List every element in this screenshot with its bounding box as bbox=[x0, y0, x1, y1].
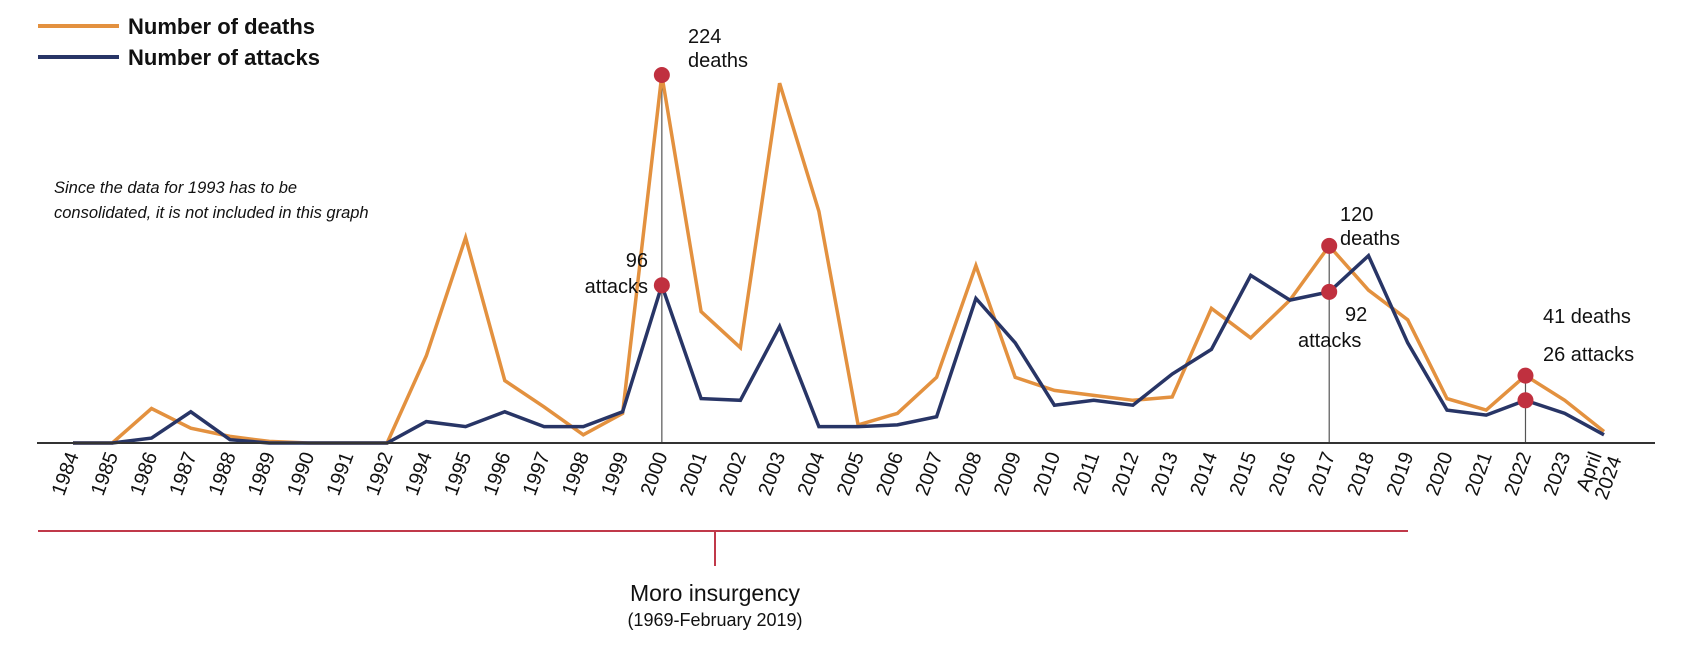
annotation-2000-deaths-unit: deaths bbox=[688, 50, 748, 72]
x-tick-label: 1996 bbox=[480, 449, 516, 498]
x-tick-label: 2011 bbox=[1069, 449, 1104, 497]
x-tick-label: April2024 bbox=[1572, 446, 1627, 502]
series-line-attacks bbox=[73, 252, 1605, 445]
annotation-2017-attacks-value: 92 bbox=[1345, 304, 1367, 326]
annotation-guides bbox=[661, 75, 1527, 443]
x-tick-label: 2001 bbox=[676, 449, 712, 498]
x-tick-label: 2005 bbox=[833, 449, 869, 498]
x-tick-label: 2019 bbox=[1383, 449, 1419, 498]
marker-2017-deaths bbox=[1321, 237, 1338, 254]
x-tick-label: 1986 bbox=[126, 449, 162, 498]
annotation-2017-deaths-unit: deaths bbox=[1340, 228, 1400, 250]
x-tick-labels: 1984 1985 1986 1987 1988 1989 1990 1991 1992 1994… bbox=[48, 446, 1627, 502]
x-tick-label: 1994 bbox=[401, 449, 437, 498]
x-tick-label: 2017 bbox=[1304, 449, 1340, 498]
marker-2022-attacks bbox=[1517, 392, 1534, 409]
annotation-2017-attacks-unit: attacks bbox=[1298, 330, 1361, 352]
x-tick-label: 2020 bbox=[1422, 449, 1458, 498]
marker-2017-attacks bbox=[1321, 283, 1338, 300]
x-tick-label: 1985 bbox=[87, 449, 123, 498]
series-group bbox=[73, 74, 1606, 445]
x-tick-label: 1992 bbox=[362, 449, 398, 498]
annotation-2017-deaths-value: 120 bbox=[1340, 204, 1373, 226]
marker-2000-attacks bbox=[653, 277, 670, 294]
x-tick-label: 2000 bbox=[637, 449, 673, 498]
x-tick-label: 2015 bbox=[1225, 449, 1261, 498]
note-line-2: consolidated, it is not included in this… bbox=[54, 204, 369, 222]
x-tick-label: 2022 bbox=[1500, 449, 1536, 498]
x-tick-label: 2021 bbox=[1461, 449, 1497, 498]
x-tick-label: 2008 bbox=[951, 449, 987, 498]
x-tick-label: 1987 bbox=[166, 449, 202, 498]
x-tick-label: 2002 bbox=[715, 449, 751, 498]
legend-label-attacks: Number of attacks bbox=[128, 45, 320, 70]
annotations: 224 deaths 96 attacks 120 deaths 92 atta… bbox=[585, 26, 1635, 366]
x-tick-label: 1995 bbox=[440, 449, 476, 498]
note-line-1: Since the data for 1993 has to be bbox=[54, 179, 297, 197]
x-tick-label: 2014 bbox=[1186, 449, 1222, 498]
marker-2000-deaths bbox=[653, 67, 670, 83]
annotation-2000-attacks-value: 96 bbox=[626, 250, 648, 272]
legend-label-deaths: Number of deaths bbox=[128, 14, 315, 39]
x-tick-label: 2013 bbox=[1147, 449, 1183, 498]
x-tick-label: 2012 bbox=[1108, 449, 1144, 498]
x-tick-label: 2003 bbox=[754, 449, 790, 498]
annotation-2000-attacks-unit: attacks bbox=[585, 276, 648, 298]
legend: Number of deaths Number of attacks bbox=[38, 14, 320, 70]
x-tick-label: 2018 bbox=[1343, 449, 1379, 498]
x-tick-label: 1990 bbox=[283, 449, 319, 498]
x-tick-label: 1998 bbox=[558, 449, 594, 498]
x-tick-label: 2007 bbox=[911, 449, 947, 498]
x-tick-label: 1984 bbox=[48, 449, 84, 498]
marker-2022-deaths bbox=[1517, 367, 1534, 384]
x-tick-label: 1988 bbox=[205, 449, 241, 498]
x-tick-label: 1999 bbox=[597, 449, 633, 498]
highlight-markers bbox=[653, 67, 1534, 409]
x-tick-label: 1991 bbox=[323, 449, 359, 498]
annotation-2000-deaths-value: 224 bbox=[688, 26, 721, 48]
x-tick-label: 2004 bbox=[794, 449, 830, 498]
x-tick-label: 2023 bbox=[1540, 449, 1576, 498]
annotation-2022-attacks: 26 attacks bbox=[1543, 344, 1634, 366]
period-bracket: Moro insurgency (1969-February 2019) bbox=[38, 530, 1408, 630]
x-tick-label: 2009 bbox=[990, 449, 1026, 498]
x-tick-label: 2010 bbox=[1029, 449, 1065, 498]
period-label: Moro insurgency bbox=[630, 580, 801, 606]
x-tick-label: 2006 bbox=[872, 449, 908, 498]
period-sublabel: (1969-February 2019) bbox=[627, 610, 802, 630]
x-tick-label: 2016 bbox=[1265, 449, 1301, 498]
x-tick-label: 1989 bbox=[244, 449, 280, 498]
annotation-2022-deaths: 41 deaths bbox=[1543, 306, 1631, 328]
x-tick-label: 1997 bbox=[519, 449, 555, 498]
series-line-deaths bbox=[73, 74, 1606, 445]
